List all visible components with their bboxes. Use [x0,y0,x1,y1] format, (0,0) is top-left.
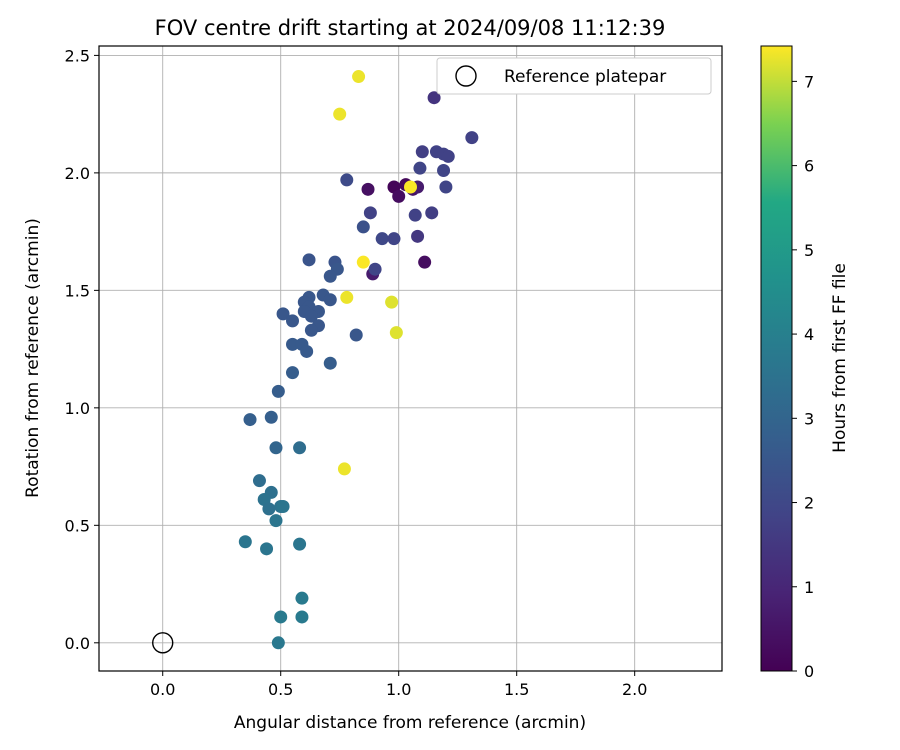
data-point [304,309,318,323]
chart-title: FOV centre drift starting at 2024/09/08 … [155,16,666,40]
data-point [437,164,451,178]
reference-layer [152,632,174,654]
data-point [340,290,354,304]
data-point [368,262,382,276]
colorbar-tick-label: 6 [804,157,814,176]
data-point [252,474,266,488]
data-point [389,326,403,340]
x-axis-label: Angular distance from reference (arcmin) [234,713,586,733]
data-point [415,145,429,159]
data-point [276,500,290,514]
data-point [441,149,455,163]
data-point [387,232,401,246]
axis-ticks: 0.0 0.5 1.0 1.5 2.0 0.0 0.5 1.0 1.5 2.0 2.5 [65,46,648,699]
data-point [349,328,363,342]
colorbar-ticks: 0 1 2 3 4 5 6 7 [792,72,814,681]
x-tick-label: 2.0 [622,680,647,699]
data-point [260,542,274,556]
legend: Reference platepar [436,57,712,95]
data-point [356,220,370,234]
data-point [293,441,307,455]
data-point [323,293,337,307]
x-tick-label: 1.5 [504,680,529,699]
colorbar-tick-label: 0 [804,662,814,681]
data-point [404,180,417,194]
data-point [352,70,366,84]
data-point [333,107,347,121]
data-point [425,206,439,220]
y-tick-label: 2.0 [65,164,90,183]
data-point [408,208,422,222]
data-point [293,537,307,551]
colorbar-tick-label: 3 [804,409,814,428]
data-point [295,610,309,624]
data-point [356,255,370,269]
colorbar-label: Hours from first FF file [830,263,850,453]
data-point [300,344,314,358]
data-point [323,356,337,370]
data-point [264,410,278,424]
data-point [413,161,427,175]
data-point [262,502,276,516]
data-point [465,131,479,145]
y-tick-label: 0.5 [65,516,90,535]
data-point [439,180,453,194]
grid [99,46,722,671]
data-point [340,173,354,187]
plot-area [98,45,723,672]
y-tick-label: 2.5 [65,46,90,65]
data-point [238,535,252,549]
data-point [363,206,377,220]
data-point [269,514,283,528]
data-point [286,366,300,380]
data-point [271,636,285,650]
data-point [361,182,375,196]
data-point [392,189,406,203]
data-point [274,610,288,624]
data-point [276,307,290,321]
colorbar-tick-label: 5 [804,241,814,260]
data-point [304,323,318,337]
data-point [418,255,432,269]
colorbar-tick-label: 2 [804,494,814,513]
data-point [271,384,285,398]
data-points [238,70,479,650]
data-point [243,413,257,427]
colorbar-tick-label: 1 [804,578,814,597]
data-point [385,295,399,309]
legend-entry-label: Reference platepar [504,67,666,87]
reference-platepar-marker [152,632,174,654]
data-point [337,462,351,476]
data-point [286,314,300,328]
data-point [411,229,425,243]
data-point [295,591,309,605]
x-tick-label: 0.0 [150,680,175,699]
data-point [427,91,441,105]
x-tick-label: 0.5 [268,680,293,699]
legend-box [436,57,712,95]
data-point [302,253,316,267]
x-tick-label: 1.0 [386,680,411,699]
colorbar-tick-label: 7 [804,72,814,91]
y-tick-label: 1.5 [65,281,90,300]
data-point [286,337,300,351]
data-point [269,441,283,455]
colorbar-gradient [760,45,793,672]
y-tick-label: 1.0 [65,399,90,418]
y-axis-label: Rotation from reference (arcmin) [23,218,43,498]
y-tick-label: 0.0 [65,634,90,653]
legend-marker [455,65,477,87]
colorbar: 0 1 2 3 4 5 6 7 Hours from first FF file [760,45,850,681]
data-point [375,232,389,246]
data-point [323,269,337,283]
colorbar-tick-label: 4 [804,325,814,344]
